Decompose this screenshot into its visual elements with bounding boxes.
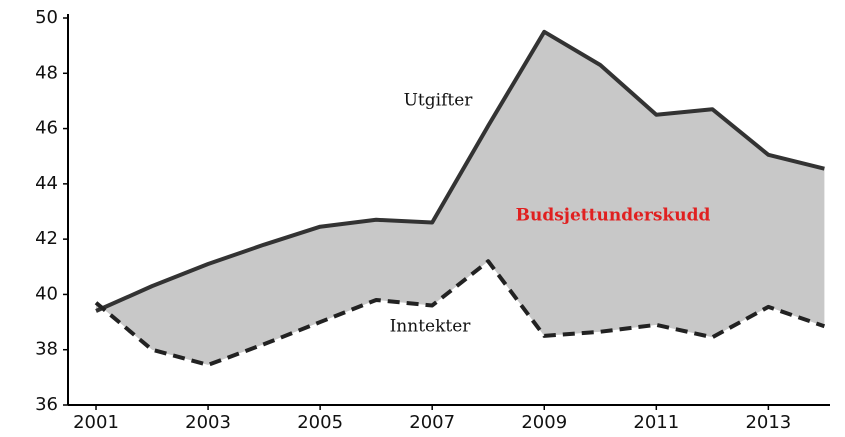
y-tick-label: 42 [35,228,58,249]
series-label: Utgifter [404,91,474,111]
y-tick-label: 40 [35,283,58,304]
x-tick-label: 2007 [409,412,455,433]
x-tick-label: 2011 [633,412,679,433]
deficit-area [96,31,825,365]
y-tick-label: 50 [35,7,58,28]
y-tick-label: 44 [35,173,58,194]
x-tick-label: 2009 [521,412,567,433]
x-tick-label: 2013 [745,412,791,433]
series-line [95,29,825,313]
x-tick-label: 2003 [185,412,231,433]
series-label: Inntekter [390,317,472,337]
y-tick-label: 46 [35,118,58,139]
x-tick-label: 2001 [73,412,119,433]
y-tick-label: 36 [35,394,58,415]
fill-layer [96,31,825,365]
area-label: Budsjettunderskudd [516,206,711,226]
y-tick-label: 38 [35,339,58,360]
y-tick-label: 48 [35,62,58,83]
series-line [94,259,826,367]
x-tick-label: 2005 [297,412,343,433]
